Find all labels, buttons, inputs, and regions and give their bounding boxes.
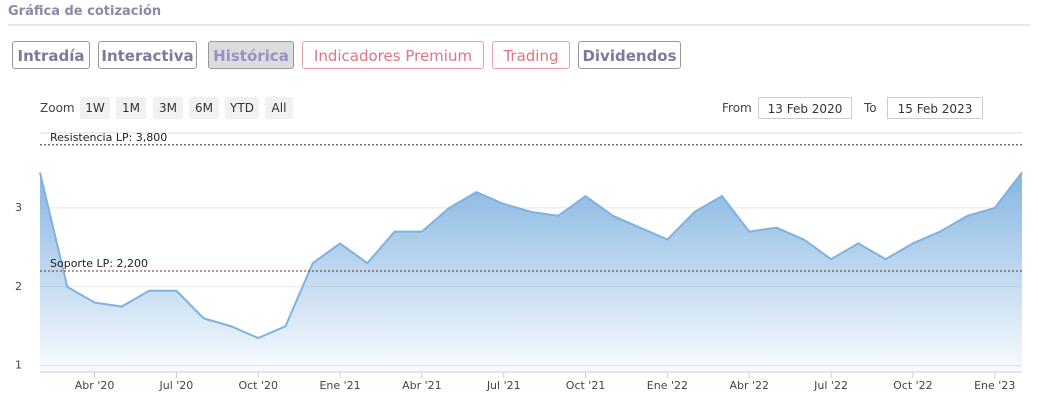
to-label: To [864,101,877,115]
tab[interactable]: Indicadores Premium [302,41,484,69]
x-tick-label: Abr '20 [75,379,115,392]
y-tick-label: 1 [15,359,22,372]
price-line [39,171,1023,340]
x-tick-label: Ene '22 [647,379,688,392]
x-tick-label: Jul '21 [486,379,521,392]
tab[interactable]: Trading [492,41,570,69]
tab[interactable]: Interactiva [98,41,197,69]
x-tick-label: Ene '21 [319,379,360,392]
to-input[interactable]: 15 Feb 2023 [887,97,983,119]
x-tick-label: Ene '23 [974,379,1015,392]
zoom-button[interactable]: 1M [116,97,146,119]
widget-title: Gráfica de cotización [8,4,162,19]
level-label: Resistencia LP: 3,800 [50,131,167,144]
level-label: Soporte LP: 2,200 [50,257,148,270]
zoom-button[interactable]: 3M [153,97,183,119]
zoom-label: Zoom [40,101,75,115]
zoom-button[interactable]: 6M [189,97,219,119]
y-tick-label: 3 [15,201,22,214]
from-input[interactable]: 13 Feb 2020 [758,97,852,119]
x-tick-label: Jul '20 [158,379,193,392]
tab[interactable]: Histórica [208,41,294,69]
zoom-button[interactable]: 1W [80,97,110,119]
zoom-button[interactable]: YTD [225,97,259,119]
x-tick-label: Jul '22 [813,379,848,392]
zoom-button[interactable]: All [265,97,293,119]
area-fill [40,172,1022,372]
x-tick-label: Abr '22 [729,379,769,392]
tab[interactable]: Dividendos [578,41,681,69]
x-tick-label: Oct '21 [566,379,606,392]
x-tick-label: Abr '21 [402,379,442,392]
from-label: From [722,101,752,115]
tab[interactable]: Intradía [12,41,90,69]
y-tick-label: 2 [15,280,22,293]
x-tick-label: Oct '20 [238,379,278,392]
x-tick-label: Oct '22 [893,379,933,392]
